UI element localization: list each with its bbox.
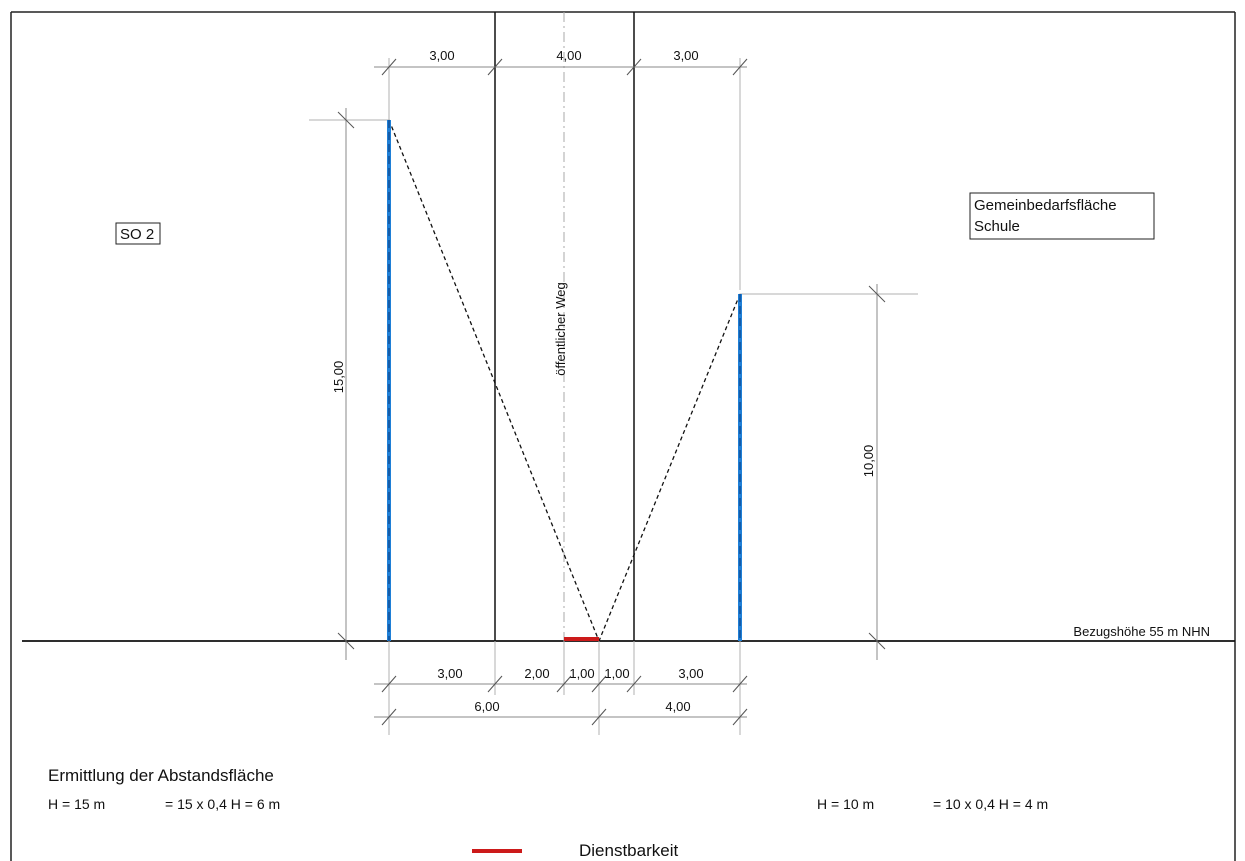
dim-tick <box>337 111 355 129</box>
dim-tick <box>732 58 748 76</box>
dim-tick <box>626 675 642 693</box>
calculation-left-h: H = 15 m <box>48 796 105 812</box>
zone-label-right-line1: Gemeinbedarfsfläche <box>974 197 1117 214</box>
dim-bottom-5: 3,00 <box>678 666 703 681</box>
dim-top-left: 3,00 <box>429 48 454 63</box>
calculation-title: Ermittlung der Abstandsfläche <box>48 766 274 785</box>
dim-tick <box>381 58 397 76</box>
dim-top-right: 3,00 <box>673 48 698 63</box>
dim-tick <box>381 708 397 726</box>
zone-label-left-box <box>115 222 161 245</box>
dim-bottom-3: 1,00 <box>569 666 594 681</box>
dim-tick <box>381 675 397 693</box>
dim-tick <box>337 632 355 650</box>
zone-label-left: SO 2 <box>120 226 154 243</box>
zone-label-right-box <box>969 192 1155 240</box>
zone-label-right-line2: Schule <box>974 218 1020 235</box>
setback-line-right <box>598 293 741 642</box>
dim-tick <box>626 58 642 76</box>
calculation-right-formula: = 10 x 0,4 H = 4 m <box>933 796 1048 812</box>
dim-tick <box>868 632 886 650</box>
dim-tick <box>868 285 886 303</box>
dim-tick <box>487 58 503 76</box>
dim-bottom-1: 3,00 <box>437 666 462 681</box>
dim-height-left: 15,00 <box>331 361 346 394</box>
dim-tick <box>591 675 607 693</box>
dim-tick <box>556 675 572 693</box>
reference-height-label: Bezugshöhe 55 m NHN <box>1073 624 1210 639</box>
dim-tick <box>487 675 503 693</box>
dim-bottom-2: 2,00 <box>524 666 549 681</box>
dim-bottom-4: 1,00 <box>604 666 629 681</box>
calculation-left-formula: = 15 x 0,4 H = 6 m <box>165 796 280 812</box>
dim-tick <box>732 675 748 693</box>
legend-label: Dienstbarkeit <box>579 841 678 860</box>
setback-line-left <box>388 119 600 642</box>
dim-bottom-total-right: 4,00 <box>665 699 690 714</box>
path-label: öffentlicher Weg <box>553 282 568 375</box>
dim-height-right: 10,00 <box>861 445 876 478</box>
dim-bottom-total-left: 6,00 <box>474 699 499 714</box>
dim-tick <box>591 708 607 726</box>
calculation-right-h: H = 10 m <box>817 796 874 812</box>
dim-top-middle: 4,00 <box>556 48 581 63</box>
dim-tick <box>732 708 748 726</box>
